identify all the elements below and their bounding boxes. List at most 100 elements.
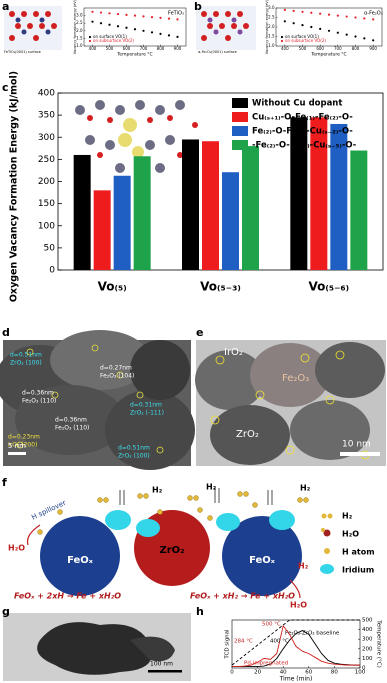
micrograph-label: d=0.36nm <box>22 390 54 397</box>
bar <box>113 175 131 270</box>
x-tick-label: 800 <box>157 46 165 51</box>
legend-label: Cu₍ₛ₊₁₎-O-Fe₍₁₎-Fe₍₂₎-O- <box>252 113 353 123</box>
x-tick-label: 60 <box>305 670 312 676</box>
y-tick-label: 150 <box>38 199 55 209</box>
y-tick-label: 250 <box>38 155 55 165</box>
inset-label: FeTiO₃(0001) surface <box>4 50 41 54</box>
chart-title: α-Fe₂O₃ <box>364 11 383 17</box>
legend-swatch <box>232 112 248 122</box>
data-point <box>167 17 171 20</box>
scale-bar-label: 10 nm <box>342 440 371 450</box>
data-point <box>133 14 137 17</box>
h2o-label: H₂O <box>8 544 25 553</box>
x-tick-label: 600 <box>316 46 324 51</box>
y2-tick-label: 200 <box>362 646 373 652</box>
series-line <box>232 624 360 668</box>
data-point <box>345 33 348 36</box>
micrograph-label: d=0.51nm <box>10 352 42 359</box>
data-point <box>283 8 286 11</box>
structure-a <box>4 6 62 50</box>
plot-frame <box>83 7 187 47</box>
data-point <box>327 13 331 16</box>
plot-frame <box>231 619 361 669</box>
sphere-label: FeOₓ <box>67 555 94 566</box>
data-point <box>108 23 111 26</box>
micrograph-label: d=0.31nm <box>130 402 162 409</box>
x-tick-label: Vo₍₅₋₃₎ <box>200 280 241 294</box>
structure-b <box>196 6 256 50</box>
micrograph-label: IrO₂ <box>224 347 243 358</box>
series-line <box>232 630 360 668</box>
data-point <box>327 29 331 32</box>
bar <box>330 123 348 270</box>
y2-tick-label: 300 <box>362 637 373 643</box>
scale-bar-label: 5 nm <box>8 442 26 450</box>
panel-label: a <box>2 0 9 13</box>
data-point <box>159 16 162 19</box>
micrograph-e <box>195 340 386 466</box>
legend-label: H₂O <box>342 530 359 539</box>
inset-label: α-Fe₂O₃(0001) surface <box>198 50 237 54</box>
data-point <box>372 39 375 42</box>
legend-swatch <box>232 126 248 136</box>
y-tick-label: 200 <box>38 177 55 187</box>
legend-label: on surface VO(1) <box>285 34 319 39</box>
scheme-f <box>26 488 334 599</box>
micrograph-g <box>3 613 191 681</box>
legend-swatch <box>232 98 248 108</box>
h2-label: H₂ <box>206 483 217 492</box>
equation: FeOₓ + 2xH → Fe + xH₂O <box>14 592 121 601</box>
panel-label: b <box>194 0 202 13</box>
data-point <box>363 37 366 40</box>
micrograph-d <box>0 330 195 470</box>
y-tick-label: 2.0 <box>268 24 275 29</box>
legend-label: H atom <box>342 548 375 557</box>
annotation: 400 °C <box>270 639 289 645</box>
data-point <box>91 10 94 13</box>
panel-label: g <box>2 605 10 618</box>
legend-label: on subsurface VO(2) <box>93 38 134 43</box>
micrograph-label: d=0.36nm <box>55 417 87 424</box>
x-tick-label: 80 <box>331 670 338 676</box>
bar <box>290 117 308 271</box>
x-tick-label: 500 <box>106 46 114 51</box>
bar <box>242 146 259 270</box>
y2-tick-label: 0 <box>362 666 366 672</box>
y-tick-label: 3.0 <box>268 5 275 10</box>
x-tick-label: 600 <box>123 46 131 51</box>
data-point <box>319 12 322 15</box>
legend-label: on surface VO(1) <box>93 34 127 39</box>
y-tick-label: 1.5 <box>268 34 275 39</box>
x-tick-label: Vo₍₅₋₆₎ <box>309 280 350 294</box>
data-point <box>292 22 295 25</box>
micrograph-label: d=0.23nm <box>8 434 40 441</box>
legend-marker <box>88 35 92 39</box>
bar <box>202 141 219 270</box>
x-tick-label: 800 <box>352 46 360 51</box>
y2-tick-label: 100 <box>362 656 373 662</box>
micrograph-label: Fe₂O₃ (110) <box>55 425 89 432</box>
data-point <box>159 32 162 35</box>
sphere-label: ZrO₂ <box>159 545 184 556</box>
legend-label: Iridium <box>342 566 374 575</box>
y2-tick-label: 500 <box>362 618 373 624</box>
x-tick-label: 20 <box>254 670 261 676</box>
data-point <box>283 20 286 23</box>
data-point <box>167 34 171 37</box>
bar <box>73 154 91 270</box>
data-point <box>363 17 366 20</box>
equation: FeOₓ + xH₂ → Fe + xH₂O <box>190 592 295 601</box>
x-tick-label: 900 <box>369 46 377 51</box>
h2o-label: H₂O <box>290 601 307 610</box>
data-point <box>310 25 313 29</box>
data-point <box>116 12 120 16</box>
data-point <box>354 16 357 19</box>
data-point <box>310 11 313 14</box>
data-point <box>354 35 357 38</box>
micrograph-label: Fe₂O₃ (110) <box>22 398 56 405</box>
data-point <box>142 29 145 32</box>
y-axis-label: Vacancy formation energy (eV) <box>73 0 77 54</box>
y-tick-label: 0 <box>49 266 55 276</box>
bar <box>310 117 328 271</box>
legend-swatch <box>232 140 248 150</box>
